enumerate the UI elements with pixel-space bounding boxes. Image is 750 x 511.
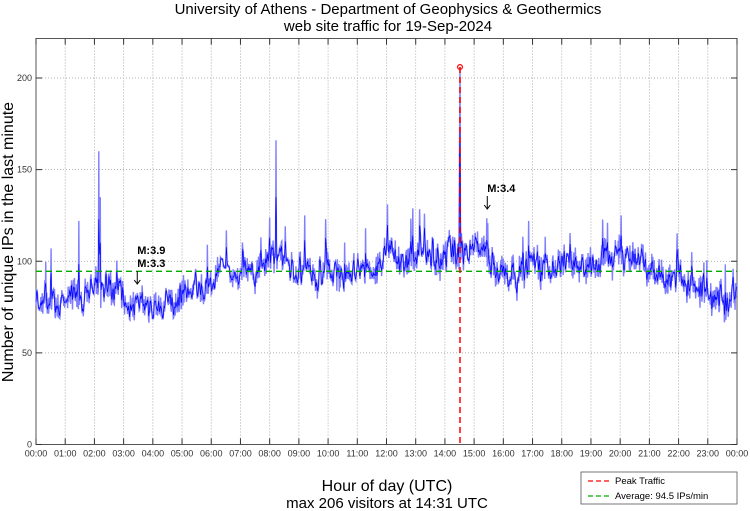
annotation-label: M:3.4: [487, 183, 516, 195]
y-tick-label: 200: [17, 73, 32, 83]
x-tick-label: 21:00: [638, 449, 661, 459]
x-axis-label: Hour of day (UTC): [322, 478, 453, 495]
annotation-label: M:3.3: [137, 258, 165, 270]
annotation-arrow-head: [133, 279, 141, 285]
x-tick-label: 10:00: [317, 449, 340, 459]
legend-label-average: Average: 94.5 IPs/min: [615, 491, 708, 502]
x-tick-label: 02:00: [83, 449, 106, 459]
traffic-line: [35, 129, 737, 320]
reference-lines: [36, 64, 737, 445]
max-visitors-caption: max 206 visitors at 14:31 UTC: [286, 495, 488, 511]
x-tick-label: 16:00: [492, 449, 515, 459]
x-tick-label: 00:00: [25, 449, 48, 459]
x-tick-label: 06:00: [200, 449, 223, 459]
x-tick-label: 18:00: [550, 449, 573, 459]
annotation-label: M:3.9: [137, 245, 165, 257]
x-tick-label: 12:00: [375, 449, 398, 459]
x-axis-ticks: 00:00 01:00 02:00 03:00 04:00 05:00 06:00 07:00…: [25, 38, 749, 459]
x-tick-label: 13:00: [404, 449, 427, 459]
y-axis-ticks: 0 50 100 150 200: [17, 73, 737, 450]
y-tick-label: 0: [27, 440, 32, 450]
x-tick-label: 15:00: [463, 449, 486, 459]
x-tick-label: 07:00: [229, 449, 252, 459]
chart-title: University of Athens - Department of Geo…: [175, 1, 602, 18]
chart-subtitle: web site traffic for 19-Sep-2024: [283, 18, 492, 35]
y-tick-label: 150: [17, 165, 32, 175]
legend-label-peak: Peak Traffic: [615, 476, 665, 487]
x-tick-label: 05:00: [171, 449, 194, 459]
x-tick-label: 11:00: [346, 449, 368, 459]
x-tick-label: 09:00: [288, 449, 311, 459]
y-tick-label: 100: [17, 256, 32, 266]
x-tick-label: 22:00: [667, 449, 690, 459]
x-tick-label: 14:00: [434, 449, 457, 459]
earthquake-annotations: M:3.3M:3.9 M:3.4: [133, 183, 516, 285]
x-tick-label: 04:00: [142, 449, 165, 459]
x-tick-label: 01:00: [54, 449, 77, 459]
x-tick-label: 23:00: [697, 449, 720, 459]
x-tick-label: 17:00: [521, 449, 544, 459]
y-axis-label: Number of unique IPs in the last minute: [0, 102, 17, 382]
x-tick-label: 19:00: [580, 449, 603, 459]
x-tick-label: 03:00: [112, 449, 135, 459]
peak-marker: [457, 64, 464, 71]
x-tick-label: 20:00: [609, 449, 632, 459]
y-tick-label: 50: [22, 348, 32, 358]
legend-box: [580, 471, 738, 505]
annotation-arrow-head: [483, 204, 491, 210]
traffic-series: [35, 66, 738, 323]
legend: Peak Traffic Average: 94.5 IPs/min: [580, 471, 738, 505]
x-tick-label: 08:00: [258, 449, 281, 459]
x-tick-label: 00:00: [726, 449, 749, 459]
